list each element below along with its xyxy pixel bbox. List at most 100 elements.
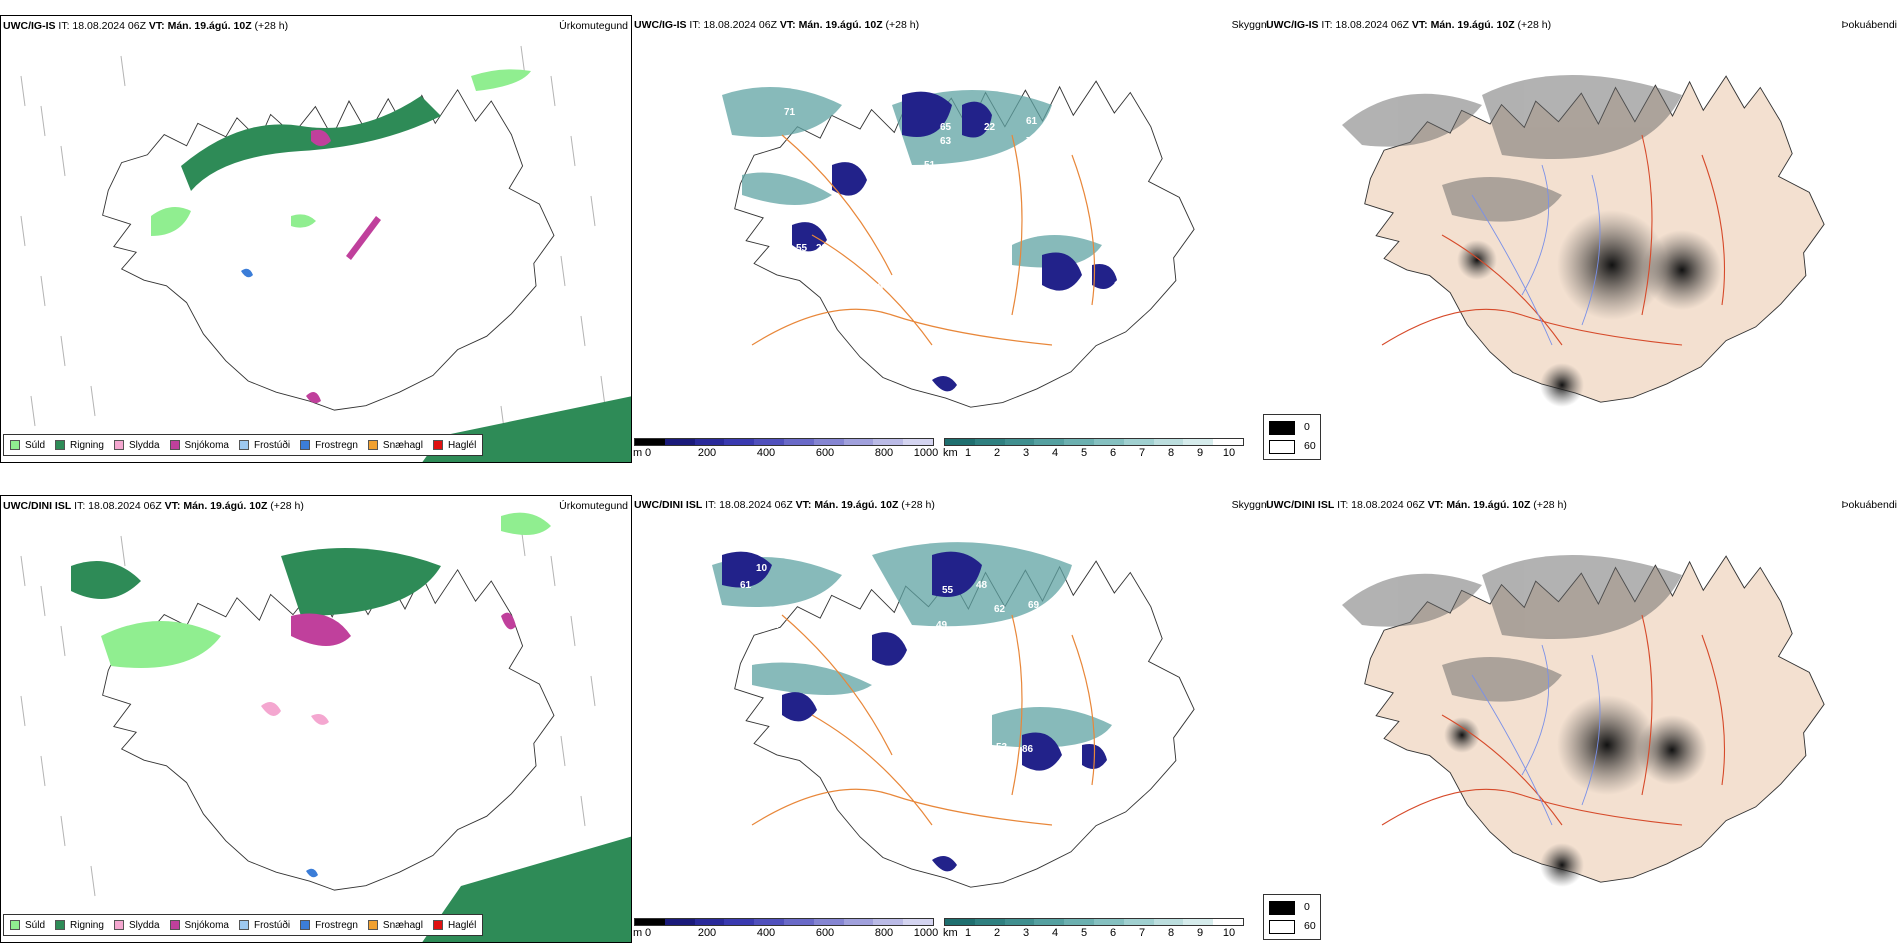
ceiling-value: 110 <box>1094 296 1111 307</box>
ceiling-value: 65 <box>1080 126 1092 137</box>
panel-label: Skyggni <box>1231 19 1269 31</box>
precip-type-panel-2: UWC/DINI ISL IT: 18.08.2024 06Z VT: Mán.… <box>0 495 632 943</box>
ceiling-value: 48 <box>826 702 838 713</box>
ceiling-value: 49 <box>936 620 948 631</box>
swatch <box>113 920 124 930</box>
ceiling-value: 159 <box>1038 298 1055 309</box>
legend-item: Frostúði <box>238 920 290 931</box>
ceiling-value: 63 <box>922 198 934 209</box>
ceiling-tick: 400 <box>756 927 776 939</box>
panel-label: Skyggni <box>1231 499 1269 511</box>
ceiling-value: 77 <box>894 720 906 731</box>
ceiling-value: 69 <box>1028 600 1040 611</box>
precip-type-panel-1: UWC/IG-IS IT: 18.08.2024 06Z VT: Mán. 19… <box>0 15 632 463</box>
swatch <box>55 440 66 450</box>
swatch <box>238 440 249 450</box>
ceiling-value: 62 <box>994 604 1006 615</box>
visibility-tick: 10 <box>1222 447 1236 459</box>
ceiling-value: 96 <box>1090 146 1102 157</box>
ceiling-value: 72 <box>884 138 896 149</box>
fog-legend-black <box>1269 901 1295 915</box>
ceiling-colorbar-gradient <box>634 438 934 446</box>
ceiling-value: 58 <box>938 403 950 414</box>
legend-item: Frostúði <box>238 440 290 451</box>
ceiling-visibility-panel-2: UWC/DINI ISL IT: 18.08.2024 06Z VT: Mán.… <box>632 495 1272 943</box>
panel-title: UWC/DINI ISL IT: 18.08.2024 06Z VT: Mán.… <box>1266 499 1567 511</box>
ceiling-tick: 400 <box>756 447 776 459</box>
swatch <box>10 440 20 450</box>
legend-item: Súld <box>10 920 45 931</box>
panel-title: UWC/DINI ISL IT: 18.08.2024 06Z VT: Mán.… <box>3 500 304 512</box>
visibility-tick: 2 <box>993 447 1001 459</box>
swatch <box>367 440 378 450</box>
precip-map <box>20 512 631 942</box>
ceiling-value: 63 <box>944 730 956 741</box>
ceiling-value: 68 <box>892 622 904 633</box>
panel-title: UWC/IG-IS IT: 18.08.2024 06Z VT: Mán. 19… <box>3 20 289 32</box>
legend-item: Frostregn <box>300 440 358 451</box>
precip-legend: Súld Rigning Slydda Snjókoma Frostúði Fr… <box>3 434 484 456</box>
swatch <box>169 920 180 930</box>
ceiling-value: 56 <box>896 266 908 277</box>
ceiling-value: 63 <box>940 136 952 147</box>
ceiling-value: 29 <box>816 243 828 254</box>
swatch <box>432 440 443 450</box>
panel-label: Þokuábendi <box>1841 19 1897 31</box>
ceiling-tick: 200 <box>697 927 717 939</box>
ceiling-value: 61 <box>1026 116 1038 127</box>
swatch <box>55 920 66 930</box>
ceiling-value: 48 <box>976 580 988 591</box>
legend-item: Slydda <box>113 440 160 451</box>
fog-legend-white <box>1269 920 1295 934</box>
ceiling-visibility-panel-1: UWC/IG-IS IT: 18.08.2024 06Z VT: Mán. 19… <box>632 15 1272 463</box>
ceiling-value: 84 <box>768 160 780 171</box>
ceiling-value: 55 <box>942 585 954 596</box>
ceiling-map <box>712 542 1195 888</box>
visibility-tick: 1 <box>964 927 972 939</box>
ceiling-value: 61 <box>1040 136 1052 147</box>
ceiling-tick: 200 <box>697 447 717 459</box>
visibility-unit: km <box>943 447 958 459</box>
visibility-tick: 7 <box>1138 927 1146 939</box>
panel-title: UWC/DINI ISL IT: 18.08.2024 06Z VT: Mán.… <box>634 499 935 511</box>
ceiling-value: 55 <box>796 243 808 254</box>
legend-item: Frostregn <box>300 920 358 931</box>
ceiling-value-labels: 71 84 72 65 63 52 51 22 61 73 61 92 65 9… <box>632 15 1272 445</box>
ceiling-value-labels: 10 61 84 55 48 62 69 83 64 71 68 49 94 7… <box>632 495 1272 925</box>
ceiling-value: 71 <box>1090 622 1102 633</box>
fog-legend: 0 60 <box>1263 414 1321 460</box>
visibility-tick: 5 <box>1080 447 1088 459</box>
swatch <box>113 440 124 450</box>
ceiling-value: 92 <box>1040 148 1052 159</box>
ceiling-value: 44 <box>882 186 894 197</box>
legend-item: Haglél <box>432 440 476 451</box>
legend-item: Slydda <box>113 920 160 931</box>
fog-indicator-panel-2: UWC/DINI ISL IT: 18.08.2024 06Z VT: Mán.… <box>1262 495 1900 943</box>
legend-item: Snjókoma <box>169 440 229 451</box>
ceiling-unit: m <box>633 447 643 459</box>
ceiling-value: 70 <box>1040 650 1052 661</box>
ceiling-tick: 1000 <box>913 927 939 939</box>
ceiling-value: 52 <box>892 160 904 171</box>
ceiling-value: 84 <box>768 620 780 631</box>
visibility-tick: 1 <box>964 447 972 459</box>
ceiling-map <box>722 80 1195 408</box>
precip-legend: Súld Rigning Slydda Snjókoma Frostúði Fr… <box>3 914 484 936</box>
visibility-tick: 4 <box>1051 927 1059 939</box>
visibility-unit: km <box>943 927 958 939</box>
fog-legend-bottom: 60 <box>1304 440 1316 452</box>
swatch <box>10 920 20 930</box>
visibility-tick: 8 <box>1167 927 1175 939</box>
ceiling-value: 100 <box>1044 696 1061 707</box>
ceiling-value: 53 <box>996 742 1008 753</box>
fog-legend: 0 60 <box>1263 894 1321 940</box>
ceiling-value: 62 <box>846 652 858 663</box>
legend-item: Rigning <box>55 920 104 931</box>
panel-label: Þokuábendi <box>1841 499 1897 511</box>
fog-map <box>1342 555 1825 887</box>
ceiling-value: 64 <box>1090 606 1102 617</box>
fog-legend-top: 0 <box>1304 901 1310 913</box>
fog-map <box>1342 75 1825 407</box>
visibility-tick: 3 <box>1022 447 1030 459</box>
ceiling-value: 68 <box>876 744 888 755</box>
